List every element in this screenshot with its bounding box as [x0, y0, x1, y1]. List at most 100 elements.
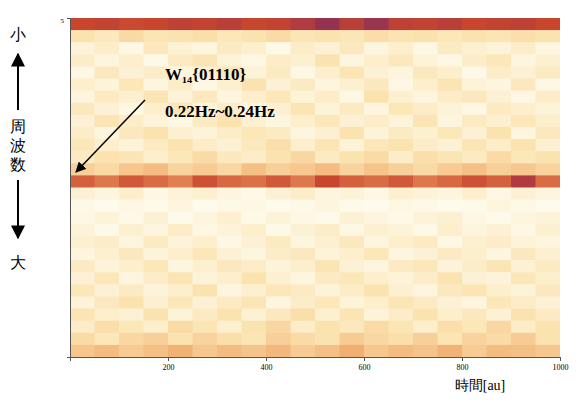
heatmap-cell [144, 42, 169, 55]
heatmap-cell [536, 175, 561, 188]
heatmap-cell [413, 284, 438, 297]
heatmap-cell [389, 236, 414, 249]
heatmap-cell [511, 284, 536, 297]
heatmap-cell [364, 284, 389, 297]
heatmap-cell [389, 260, 414, 273]
heatmap-cell [438, 188, 463, 201]
heatmap-cell [168, 260, 193, 273]
heatmap-cell [315, 66, 340, 79]
heatmap-cell [462, 30, 487, 43]
heatmap-cell [315, 139, 340, 152]
annotation: W₁₄{01110} [165, 65, 247, 84]
heatmap-cell [340, 139, 365, 152]
heatmap-cell [389, 163, 414, 176]
heatmap-cell [536, 54, 561, 67]
heatmap-cell [462, 79, 487, 92]
heatmap-cell [95, 272, 120, 285]
heatmap-cell [511, 42, 536, 55]
heatmap-cell [487, 224, 512, 237]
heatmap-cell [340, 18, 365, 31]
heatmap-cell [438, 139, 463, 152]
heatmap-cell [193, 224, 218, 237]
heatmap-cell [144, 260, 169, 273]
heatmap-cell [95, 260, 120, 273]
heatmap-cell [242, 127, 267, 140]
heatmap-cell [242, 42, 267, 55]
x-tick-label: 400 [261, 363, 273, 372]
heatmap-cell [70, 66, 95, 79]
x-axis: 2004006008001000 [71, 357, 569, 372]
heatmap-cell [413, 272, 438, 285]
heatmap-cell [119, 345, 144, 357]
heatmap-cell [462, 224, 487, 237]
heatmap-cell [168, 224, 193, 237]
heatmap-cell [340, 200, 365, 213]
heatmap-cell [95, 309, 120, 322]
heatmap-cell [438, 212, 463, 225]
heatmap-cell [511, 345, 536, 357]
heatmap-cell [315, 321, 340, 334]
heatmap-cell [266, 296, 291, 309]
heatmap-cell [119, 212, 144, 225]
heatmap-cell [438, 18, 463, 31]
heatmap-cell [266, 188, 291, 201]
heatmap-cell [70, 333, 95, 346]
heatmap-cell [413, 248, 438, 261]
heatmap-cell [413, 333, 438, 346]
x-tick-label: 200 [163, 363, 175, 372]
heatmap-cell [340, 236, 365, 249]
heatmap-cell [291, 79, 316, 92]
heatmap-cell [536, 345, 561, 357]
heatmap-cell [144, 296, 169, 309]
x-tick: 800 [457, 357, 469, 372]
heatmap-cell [389, 345, 414, 357]
heatmap-cell [340, 212, 365, 225]
heatmap-cell [536, 30, 561, 43]
heatmap-cell [487, 188, 512, 201]
heatmap-cell [364, 30, 389, 43]
heatmap-cell [315, 79, 340, 92]
heatmap-cell [242, 248, 267, 261]
annotation: 0.22Hz~0.24Hz [165, 102, 275, 121]
heatmap-cell [291, 175, 316, 188]
heatmap-cell [95, 248, 120, 261]
heatmap-cell [193, 139, 218, 152]
heatmap-cell [536, 103, 561, 116]
heatmap-cell [413, 309, 438, 322]
heatmap-cell [291, 200, 316, 213]
heatmap-cell [291, 345, 316, 357]
heatmap-cell [340, 345, 365, 357]
heatmap-cell [144, 309, 169, 322]
heatmap-cell [217, 272, 242, 285]
heatmap-cell [487, 272, 512, 285]
heatmap-cell [487, 333, 512, 346]
arrow-down [17, 180, 19, 238]
heatmap-cell [193, 309, 218, 322]
heatmap-cell [511, 236, 536, 249]
heatmap-cell [389, 272, 414, 285]
heatmap-cell [95, 188, 120, 201]
heatmap-cell [119, 151, 144, 164]
heatmap-cell [364, 103, 389, 116]
heatmap-cell [168, 333, 193, 346]
heatmap-cell [119, 42, 144, 55]
heatmap-cell [119, 30, 144, 43]
heatmap-cell [364, 79, 389, 92]
heatmap-cell [364, 18, 389, 31]
heatmap-cell [438, 127, 463, 140]
heatmap-cell [291, 151, 316, 164]
heatmap-cell [119, 91, 144, 104]
heatmap-cell [487, 248, 512, 261]
heatmap-cell [266, 163, 291, 176]
heatmap-cell [217, 175, 242, 188]
heatmap-cell [511, 200, 536, 213]
heatmap-cell [487, 296, 512, 309]
heatmap-cell [536, 212, 561, 225]
heatmap-cell [70, 309, 95, 322]
heatmap-cell [144, 151, 169, 164]
heatmap-cell [536, 79, 561, 92]
heatmap-cell [536, 296, 561, 309]
heatmap-cell [168, 30, 193, 43]
heatmap-cell [487, 79, 512, 92]
heatmap-cell [291, 18, 316, 31]
